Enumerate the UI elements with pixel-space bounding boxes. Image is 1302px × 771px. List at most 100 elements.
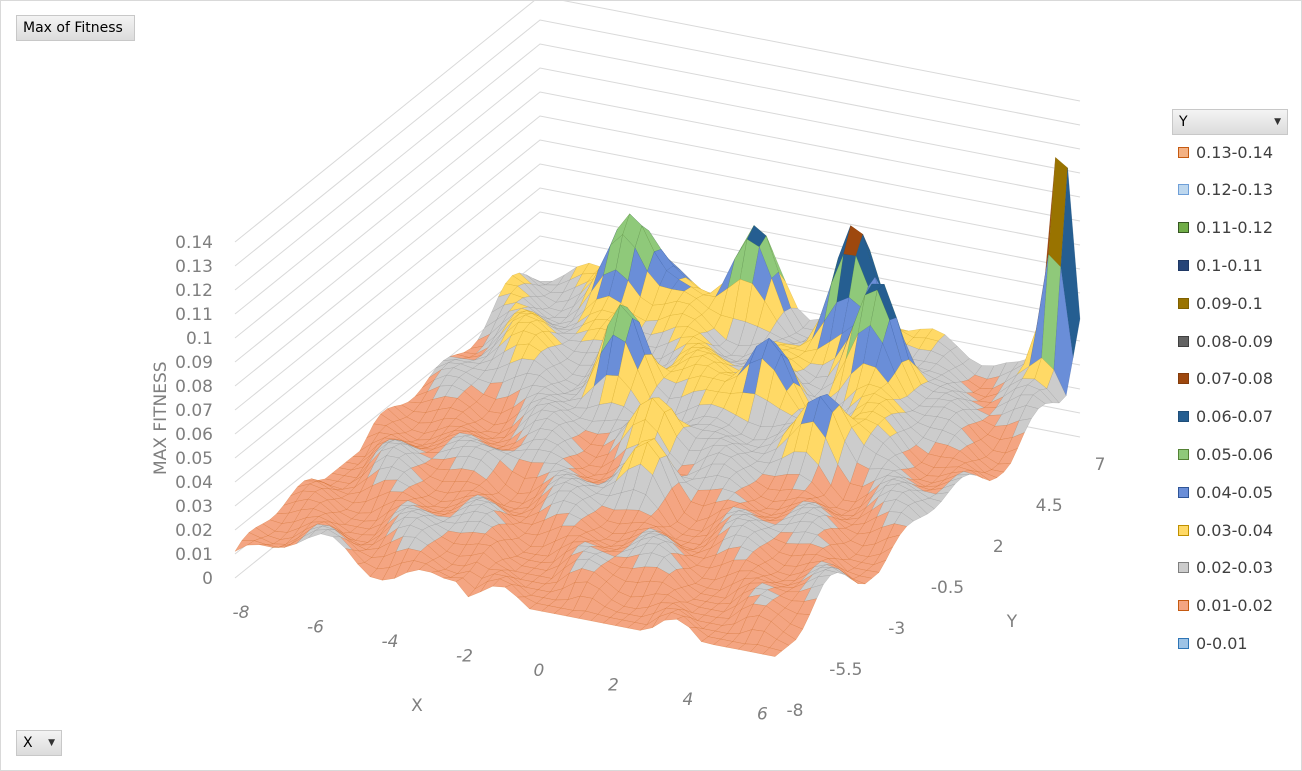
x-axis-title: X [411,696,423,716]
legend-swatch [1178,146,1189,158]
y-tick-label: -5.5 [829,660,862,680]
legend-swatch [1178,222,1189,234]
z-tick-label: 0.07 [175,401,213,421]
legend-label: 0.04-0.05 [1196,482,1274,502]
y-axis-title: Y [1006,612,1018,632]
y-tick-label: 7 [1095,455,1106,475]
x-tick-label: 0 [534,661,545,681]
gridline [234,0,1081,243]
z-tick-label: 0 [202,569,213,589]
legend-label: 0.02-0.03 [1196,558,1274,578]
legend-item[interactable]: 0.09-0.1 [1178,293,1263,313]
legend-item[interactable]: 0.11-0.12 [1178,218,1273,238]
x-tick-label: -8 [233,603,250,623]
z-tick-label: 0.11 [175,305,213,325]
x-tick-label: 4 [682,690,693,710]
x-tick-label: 6 [757,704,768,724]
legend-item[interactable]: 0.02-0.03 [1178,558,1273,578]
z-tick-label: 0.08 [175,377,213,397]
z-axis-title: MAX FITNESS [151,361,171,475]
y-tick-label: -0.5 [931,578,964,598]
dropdown-arrow-icon: ▼ [48,738,55,748]
legend-item[interactable]: 0.08-0.09 [1178,331,1273,351]
fitness-surface [234,157,1081,657]
y-tick-label: 4.5 [1036,496,1063,516]
value-field-button[interactable]: Max of Fitness [16,15,135,41]
x-tick-label: -4 [381,632,398,652]
gridline [234,211,1081,459]
gridline [234,91,1081,339]
legend-item[interactable]: 0.07-0.08 [1178,369,1273,389]
z-tick-label: 0.02 [175,521,213,541]
y-axis-ticks: -8 -5.5 -3 -0.5 2 4.5 7 [787,455,1106,721]
x-tick-label: 2 [608,675,619,695]
z-tick-label: 0.14 [175,233,213,253]
legend-label: 0.11-0.12 [1196,218,1274,238]
legend-item[interactable]: 0.04-0.05 [1178,482,1273,502]
z-tick-label: 0.01 [175,545,213,565]
legend-item[interactable]: 0-0.01 [1178,633,1248,653]
surface-cell [234,540,255,552]
legend-item[interactable]: 0.05-0.06 [1178,444,1273,464]
legend-swatch [1178,524,1189,536]
z-tick-label: 0.05 [175,449,213,469]
legend-label: 0.07-0.08 [1196,369,1274,389]
legend-item[interactable]: 0.1-0.11 [1178,255,1263,275]
legend-swatch [1178,448,1189,460]
gridline [234,67,1081,315]
legend-swatch [1178,184,1189,196]
legend-label: 0-0.01 [1196,633,1248,653]
z-tick-label: 0.1 [186,329,213,349]
gridline [234,235,1081,483]
z-tick-label: 0.13 [175,257,213,277]
legend-label: 0.06-0.07 [1196,407,1274,427]
value-field-label: Max of Fitness [23,20,123,36]
legend-swatch [1178,411,1189,423]
legend-swatch [1178,259,1189,271]
legend-swatch [1178,562,1189,574]
legend-label: 0.09-0.1 [1196,293,1263,313]
dropdown-arrow-icon: ▼ [1274,117,1281,127]
legend-label: 0.13-0.14 [1196,142,1274,162]
x-field-filter-button[interactable]: X ▼ [16,730,62,756]
gridline [234,115,1081,363]
gridline [234,139,1081,387]
z-tick-label: 0.04 [175,473,213,493]
y-field-label: Y [1179,114,1188,130]
legend-label: 0.03-0.04 [1196,520,1274,540]
legend-label: 0.12-0.13 [1196,180,1274,200]
legend-item[interactable]: 0.01-0.02 [1178,596,1273,616]
legend-item[interactable]: 0.12-0.13 [1178,180,1273,200]
legend-label: 0.1-0.11 [1196,255,1263,275]
z-tick-label: 0.06 [175,425,213,445]
legend-label: 0.01-0.02 [1196,596,1274,616]
z-tick-label: 0.03 [175,497,213,517]
gridline [234,19,1081,267]
x-tick-label: -6 [307,617,324,637]
z-axis-ticks: 0 0.01 0.02 0.03 0.04 0.05 0.06 0.07 0.08 0.09 0.1… [175,233,213,589]
legend-swatch [1178,373,1189,385]
z-tick-label: 0.09 [175,353,213,373]
z-tick-label: 0.12 [175,281,213,301]
x-field-label: X [23,735,33,751]
legend-swatch [1178,486,1189,498]
y-tick-label: 2 [993,537,1004,557]
y-field-filter-button[interactable]: Y ▼ [1172,109,1288,135]
gridline [234,163,1081,411]
x-axis-ticks: -8 -6 -4 -2 0 2 4 6 [233,603,768,724]
legend-label: 0.05-0.06 [1196,444,1274,464]
legend-label: 0.08-0.09 [1196,331,1274,351]
legend-item[interactable]: 0.03-0.04 [1178,520,1273,540]
legend-item[interactable]: 0.13-0.14 [1178,142,1273,162]
legend-swatch [1178,600,1189,612]
legend-swatch [1178,637,1189,649]
legend-swatch [1178,335,1189,347]
x-tick-label: -2 [456,646,473,666]
legend-swatch [1178,297,1189,309]
surface-cell [762,647,783,657]
legend-item[interactable]: 0.06-0.07 [1178,407,1273,427]
y-tick-label: -3 [888,619,905,639]
gridline [234,187,1081,435]
y-tick-label: -8 [787,701,804,721]
